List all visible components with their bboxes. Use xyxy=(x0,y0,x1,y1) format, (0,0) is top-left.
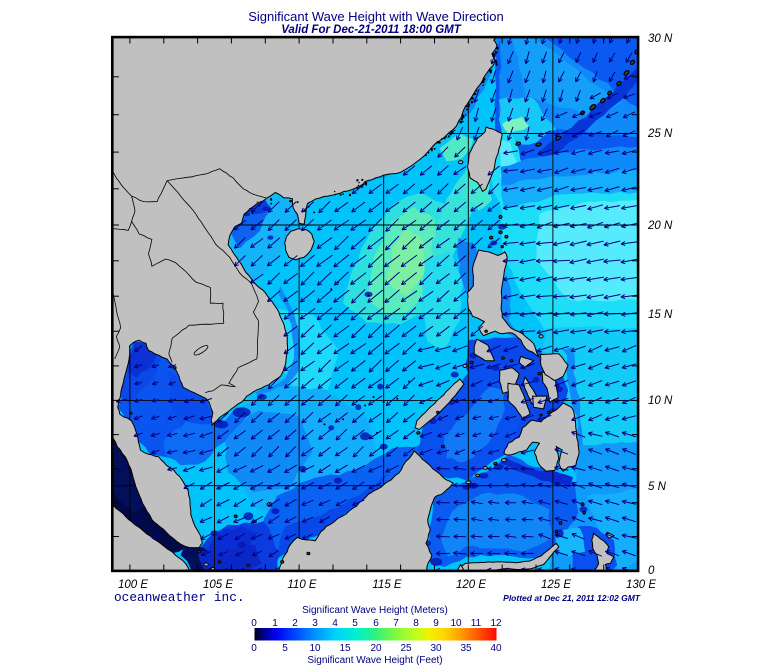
svg-text:Significant Wave Height (Meter: Significant Wave Height (Meters) xyxy=(302,605,448,616)
svg-text:20: 20 xyxy=(370,643,382,654)
svg-text:9: 9 xyxy=(433,618,439,629)
svg-text:10 N: 10 N xyxy=(648,395,673,407)
svg-text:15 N: 15 N xyxy=(648,309,673,321)
svg-text:40: 40 xyxy=(490,643,502,654)
svg-text:110 E: 110 E xyxy=(287,579,317,591)
svg-text:Plotted at Dec 21, 2011 12:02: Plotted at Dec 21, 2011 12:02 GMT xyxy=(503,593,641,603)
svg-text:30 N: 30 N xyxy=(648,33,673,45)
svg-text:35: 35 xyxy=(460,643,472,654)
svg-text:5: 5 xyxy=(352,618,358,629)
svg-text:Valid For Dec-21-2011 18:00 GM: Valid For Dec-21-2011 18:00 GMT xyxy=(281,24,462,36)
svg-text:Significant Wave Height (Feet): Significant Wave Height (Feet) xyxy=(307,655,442,665)
svg-text:5 N: 5 N xyxy=(648,481,667,493)
svg-text:8: 8 xyxy=(413,618,419,629)
svg-text:12: 12 xyxy=(490,618,502,629)
svg-text:105 E: 105 E xyxy=(203,579,233,591)
svg-text:2: 2 xyxy=(292,618,298,629)
svg-text:25: 25 xyxy=(400,643,412,654)
svg-text:10: 10 xyxy=(309,643,321,654)
svg-text:30: 30 xyxy=(430,643,442,654)
svg-text:100 E: 100 E xyxy=(118,579,148,591)
svg-text:120 E: 120 E xyxy=(456,579,486,591)
svg-text:oceanweather inc.: oceanweather inc. xyxy=(114,590,245,605)
svg-text:15: 15 xyxy=(339,643,351,654)
svg-text:0: 0 xyxy=(251,618,257,629)
svg-text:6: 6 xyxy=(373,618,379,629)
svg-text:130 E: 130 E xyxy=(626,579,656,591)
svg-text:Significant Wave Height with W: Significant Wave Height with Wave Direct… xyxy=(248,9,504,24)
svg-text:115 E: 115 E xyxy=(372,579,402,591)
svg-text:25 N: 25 N xyxy=(647,128,673,140)
svg-text:20 N: 20 N xyxy=(647,220,673,232)
svg-text:5: 5 xyxy=(282,643,288,654)
svg-text:3: 3 xyxy=(312,618,318,629)
svg-text:4: 4 xyxy=(332,618,338,629)
svg-text:1: 1 xyxy=(272,618,278,629)
svg-text:125 E: 125 E xyxy=(541,579,571,591)
svg-text:0: 0 xyxy=(251,643,257,654)
svg-text:7: 7 xyxy=(393,618,399,629)
svg-text:0: 0 xyxy=(648,565,655,577)
svg-text:11: 11 xyxy=(471,618,482,629)
svg-text:10: 10 xyxy=(450,618,462,629)
